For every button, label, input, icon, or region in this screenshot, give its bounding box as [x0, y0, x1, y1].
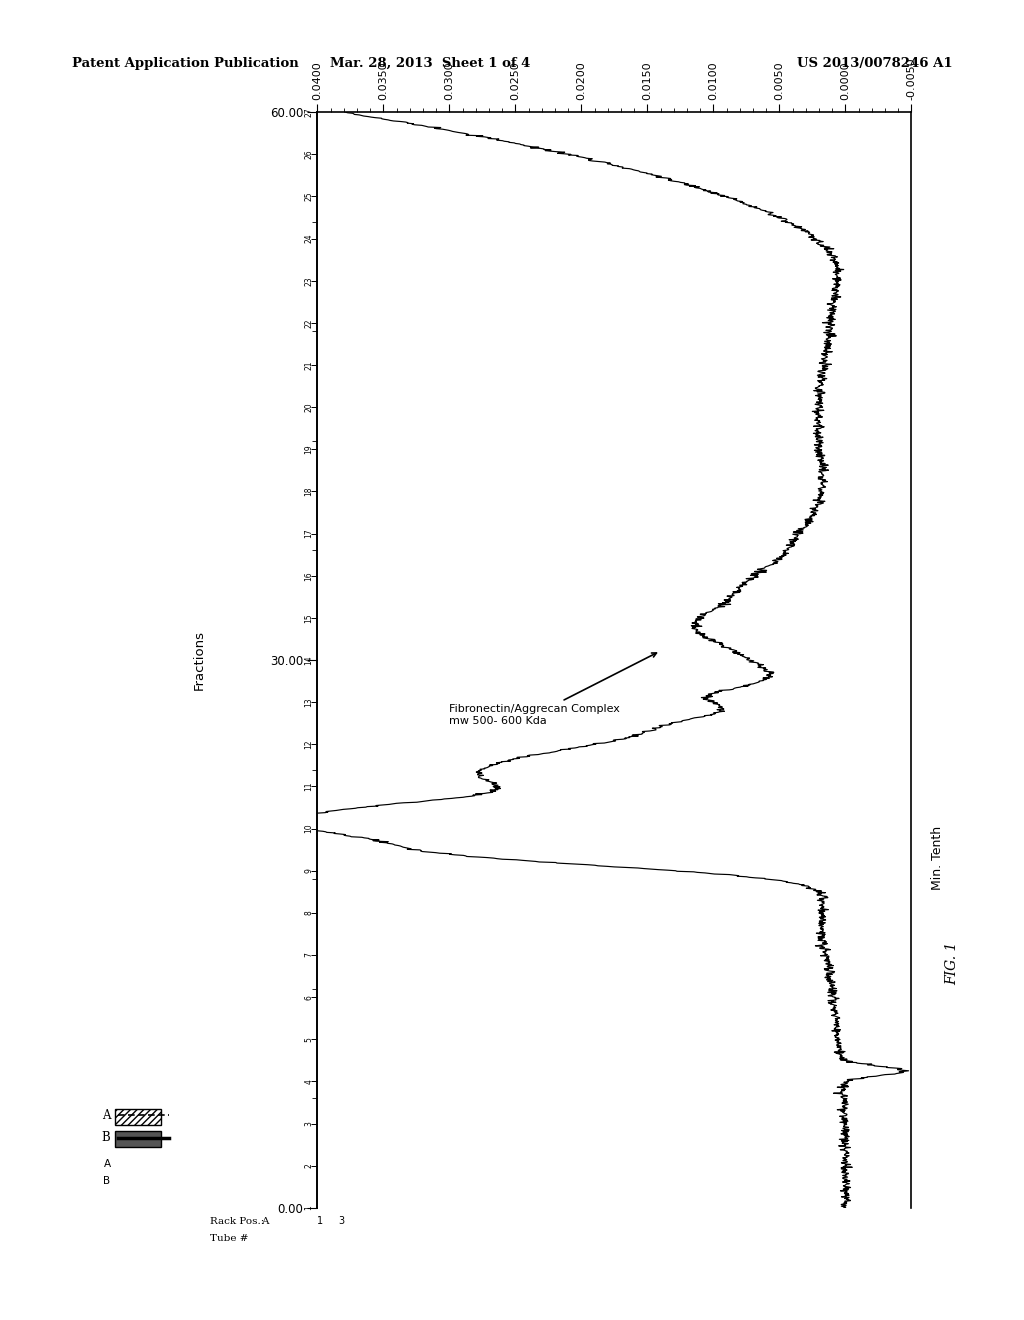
- Text: Patent Application Publication: Patent Application Publication: [72, 57, 298, 70]
- Text: FIG. 1: FIG. 1: [945, 942, 959, 985]
- Text: Tube #: Tube #: [210, 1234, 249, 1242]
- Text: B: B: [103, 1176, 111, 1187]
- Text: Rack Pos.:: Rack Pos.:: [210, 1217, 264, 1225]
- Text: Mar. 28, 2013  Sheet 1 of 4: Mar. 28, 2013 Sheet 1 of 4: [330, 57, 530, 70]
- Text: US 2013/0078246 A1: US 2013/0078246 A1: [797, 57, 952, 70]
- Text: Min. Tenth: Min. Tenth: [932, 826, 944, 890]
- Text: A: A: [102, 1109, 111, 1122]
- Text: Fibronectin/Aggrecan Complex
mw 500- 600 Kda: Fibronectin/Aggrecan Complex mw 500- 600…: [450, 653, 656, 726]
- Text: A: A: [261, 1217, 268, 1225]
- Text: 3: 3: [338, 1216, 344, 1226]
- Text: 1: 1: [317, 1216, 324, 1226]
- Text: A: A: [103, 1159, 111, 1170]
- Text: Fractions: Fractions: [194, 630, 206, 690]
- Text: B: B: [101, 1131, 111, 1144]
